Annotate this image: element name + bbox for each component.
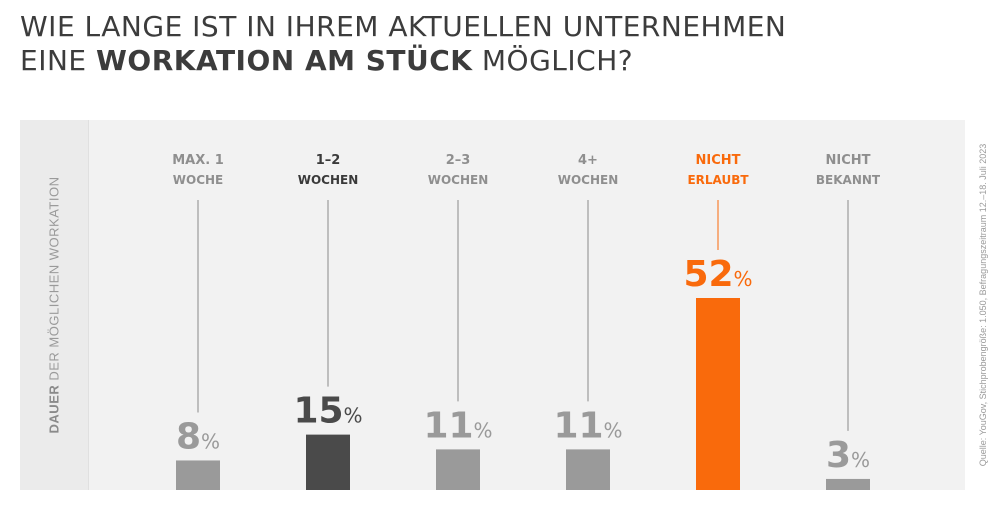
bar [436, 449, 480, 490]
value-unit: % [851, 448, 870, 472]
category-label-line2: WOCHEN [558, 173, 619, 187]
title-line-2-post: MÖGLICH? [472, 44, 634, 77]
title-line-2-pre: EINE [20, 44, 96, 77]
category-label-line1: 2–3 [446, 153, 471, 168]
value-unit: % [201, 429, 220, 453]
axis-strip [20, 120, 89, 490]
value-label: 3% [826, 435, 870, 476]
value-unit: % [604, 418, 623, 442]
value-label: 8% [176, 416, 220, 457]
value-number: 11 [423, 405, 473, 446]
value-label: 11% [423, 405, 492, 446]
value-label: 52% [683, 254, 752, 295]
value-unit: % [734, 267, 753, 291]
category-label-line1: MAX. 1 [172, 153, 224, 168]
category-label-line2: BEKANNT [816, 173, 881, 187]
category-label-line2: ERLAUBT [687, 173, 749, 187]
bar [566, 449, 610, 490]
bar [826, 478, 870, 490]
value-number: 15 [293, 391, 343, 432]
category-label-line1: NICHT [825, 153, 870, 168]
value-unit: % [474, 418, 493, 442]
chart-title: WIE LANGE IST IN IHREM AKTUELLEN UNTERNE… [20, 10, 786, 78]
title-line-1: WIE LANGE IST IN IHREM AKTUELLEN UNTERNE… [20, 10, 787, 43]
category-label-line1: NICHT [695, 153, 740, 168]
title-line-2-bold: WORKATION AM STÜCK [96, 44, 473, 77]
value-label: 15% [293, 391, 362, 432]
title-line-2: EINE WORKATION AM STÜCK MÖGLICH? [20, 44, 786, 78]
category-label-line1: 4+ [578, 153, 598, 168]
category-label-line2: WOCHEN [428, 173, 489, 187]
bar [176, 460, 220, 490]
value-label: 11% [553, 405, 622, 446]
category-label-line1: 1–2 [316, 153, 341, 168]
bar [306, 434, 350, 490]
value-number: 3 [826, 435, 851, 476]
value-number: 52 [683, 254, 733, 295]
bar [696, 298, 740, 490]
value-number: 8 [176, 416, 201, 457]
value-number: 11 [553, 405, 603, 446]
category-label-line2: WOCHEN [298, 173, 359, 187]
value-unit: % [344, 404, 363, 428]
category-label-line2: WOCHE [173, 173, 223, 187]
chart-panel [20, 120, 965, 490]
